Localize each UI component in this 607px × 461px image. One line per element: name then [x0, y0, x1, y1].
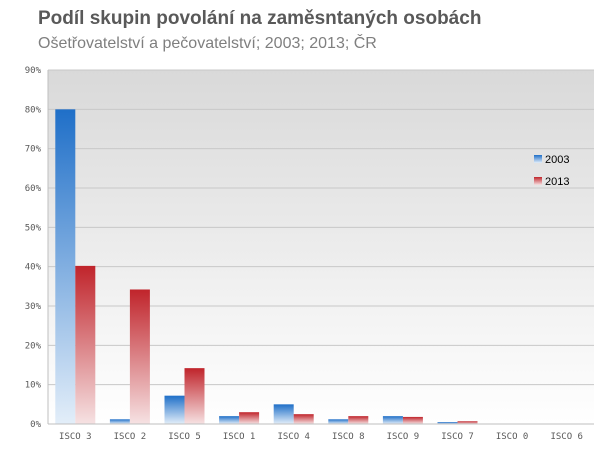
bar-2013 — [129, 289, 150, 424]
bar-2013 — [348, 416, 369, 424]
bar-2003 — [382, 416, 403, 424]
x-tick-label: ISCO 9 — [387, 432, 420, 442]
bar-2013 — [239, 412, 260, 424]
x-tick-label: ISCO 7 — [441, 432, 474, 442]
bar-2003 — [55, 109, 76, 424]
legend-swatch-2013 — [534, 177, 542, 185]
x-tick-label: ISCO 5 — [168, 432, 201, 442]
y-tick-label: 20% — [25, 341, 42, 351]
bar-2013 — [184, 368, 205, 424]
chart-title: Podíl skupin povolání na zaměsntaných os… — [38, 8, 482, 29]
x-tick-label: ISCO 4 — [277, 432, 310, 442]
y-tick-label: 50% — [25, 223, 42, 233]
x-tick-label: ISCO 1 — [223, 432, 256, 442]
y-tick-label: 70% — [25, 145, 42, 155]
bar-2003 — [328, 419, 349, 424]
legend-swatch-2003 — [534, 155, 542, 163]
y-tick-label: 90% — [25, 66, 42, 76]
bar-2003 — [273, 404, 294, 424]
y-axis-ticks: 0% 10% 20% 30% 40% 50% 60% 70% 80% 90% — [25, 66, 42, 430]
bar-2003 — [109, 419, 130, 424]
x-tick-label: ISCO 8 — [332, 432, 365, 442]
x-tick-label: ISCO 6 — [550, 432, 583, 442]
chart-subtitle: Ošetřovatelství a pečovatelství; 2003; 2… — [38, 35, 377, 52]
bar-2003 — [437, 422, 458, 424]
bar-2003 — [219, 416, 240, 424]
y-tick-label: 0% — [30, 420, 41, 430]
bar-2013 — [402, 416, 423, 424]
y-tick-label: 60% — [25, 184, 42, 194]
legend-label: 2003 — [545, 154, 569, 166]
bar-2013 — [75, 265, 96, 424]
x-tick-label: ISCO 2 — [114, 432, 147, 442]
legend: 2003 2013 — [534, 154, 569, 188]
y-tick-label: 10% — [25, 381, 42, 391]
legend-label: 2013 — [545, 176, 569, 188]
x-tick-label: ISCO 3 — [59, 432, 92, 442]
y-tick-label: 30% — [25, 302, 42, 312]
bar-2013 — [293, 414, 314, 424]
bar-2013 — [457, 421, 478, 424]
y-tick-label: 40% — [25, 263, 42, 273]
bar-2003 — [164, 395, 185, 424]
y-tick-label: 80% — [25, 105, 42, 115]
x-tick-label: ISCO 0 — [496, 432, 529, 442]
bars — [55, 109, 478, 424]
x-axis-ticks: ISCO 3 ISCO 2 ISCO 5 ISCO 1 ISCO 4 ISCO 8 ISCO… — [59, 432, 583, 442]
